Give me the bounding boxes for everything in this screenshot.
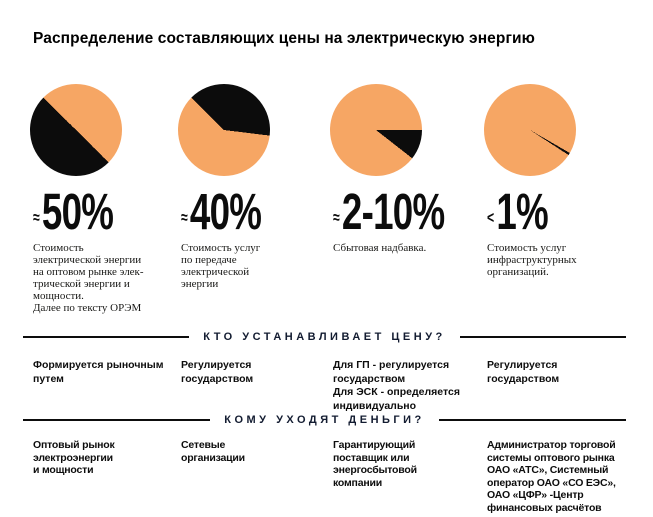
pie-chart-infrastructure: [484, 84, 576, 176]
share-value: 1%: [496, 183, 548, 240]
columns-grid: ≈50% ≈40% ≈2-10% <1% Стоимость электриче…: [23, 84, 627, 514]
section-header-who-sets-price: КТО УСТАНАВЛИВАЕТ ЦЕНУ?: [23, 330, 627, 343]
pie-chart-transmission: [178, 84, 270, 176]
money-to-cell-1: Оптовый рынок электроэнергии и мощности: [33, 439, 115, 476]
share-label-3: ≈2-10%: [333, 186, 487, 237]
share-value: 2-10%: [341, 183, 445, 240]
pie-chart-sales-markup: [330, 84, 422, 176]
approx-symbol: ≈: [333, 208, 340, 227]
rule-right: [438, 418, 627, 421]
less-than-symbol: <: [487, 208, 495, 227]
share-label-4: <1%: [487, 186, 626, 237]
share-value: 40%: [189, 183, 262, 240]
component-description-2: Стоимость услуг по передаче электрическо…: [181, 242, 261, 290]
rule-left: [23, 335, 190, 338]
approx-symbol: ≈: [33, 208, 40, 227]
who-sets-cell-2: Регулируется государством: [181, 359, 254, 385]
component-description-4: Стоимость услуг инфраструктурных организ…: [487, 242, 577, 278]
component-description-3: Сбытовая надбавка.: [333, 242, 427, 254]
who-sets-cell-4: Регулируется государством: [487, 359, 560, 385]
rule-right: [459, 335, 627, 338]
money-to-cell-2: Сетевые организации: [181, 439, 245, 464]
approx-symbol: ≈: [181, 208, 188, 227]
who-sets-cell-1: Формируется рыночным путем: [33, 359, 164, 385]
share-value: 50%: [41, 183, 114, 240]
rule-left: [23, 418, 211, 421]
money-to-cell-3: Гарантирующий поставщик или энергосбытов…: [333, 439, 417, 489]
who-sets-cell-3: Для ГП - регулируется государством Для Э…: [333, 359, 460, 412]
section-header-label: КОМУ УХОДЯТ ДЕНЬГИ?: [224, 413, 425, 426]
section-header-label: КТО УСТАНАВЛИВАЕТ ЦЕНУ?: [203, 330, 446, 343]
page-title: Распределение составляющих цены на элект…: [33, 30, 535, 47]
share-label-2: ≈40%: [181, 186, 333, 237]
pie-chart-wholesale-energy: [30, 84, 122, 176]
component-description-1: Стоимость электрической энергии на оптов…: [33, 242, 144, 314]
section-header-where-money-goes: КОМУ УХОДЯТ ДЕНЬГИ?: [23, 413, 627, 426]
share-label-1: ≈50%: [33, 186, 181, 237]
money-to-cell-4: Администратор торговой системы оптового …: [487, 439, 616, 514]
